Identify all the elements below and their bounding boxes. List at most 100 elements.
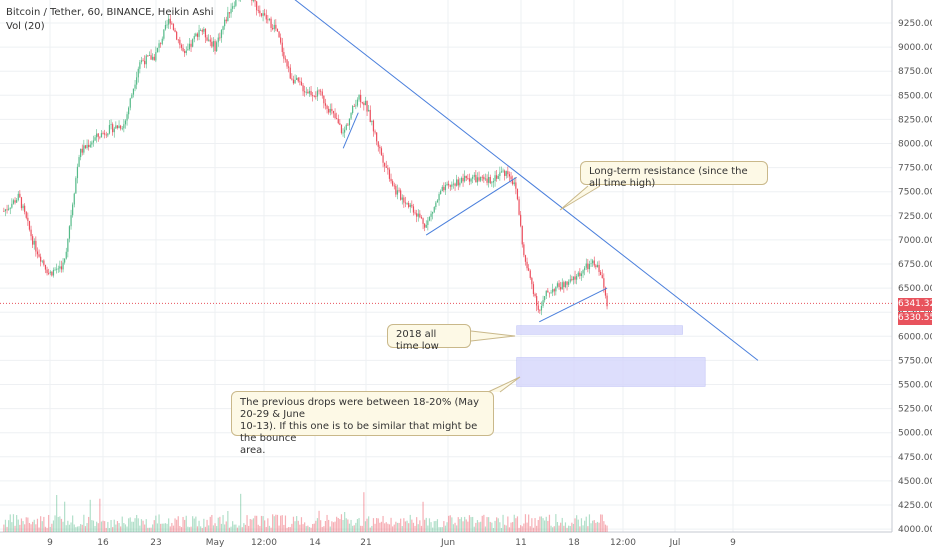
candle-down (84, 145, 87, 148)
candle-up (137, 68, 139, 78)
volume-bar (230, 526, 232, 532)
candle-up (364, 100, 367, 106)
volume-bar (396, 522, 399, 532)
volume-bar (574, 518, 576, 532)
volume-bar (60, 518, 63, 532)
volume-bar (249, 518, 251, 532)
volume-bar (307, 525, 309, 532)
candle-down (281, 42, 283, 53)
candle-up (273, 24, 275, 30)
candle-up (96, 133, 98, 138)
candle-down (337, 118, 339, 124)
candle-down (468, 178, 471, 182)
candle-down (553, 289, 555, 292)
drops-callout[interactable]: The previous drops were between 18-20% (… (231, 391, 494, 456)
candle-down (404, 202, 407, 204)
candle-down (120, 125, 122, 129)
candle-down (516, 188, 519, 200)
volume-bar (195, 516, 197, 532)
volume-bar (251, 519, 253, 532)
candle-up (59, 266, 61, 269)
candle-down (600, 271, 602, 276)
candle-down (30, 229, 32, 237)
volume-bar (150, 527, 152, 532)
volume-bar (539, 516, 541, 532)
volume-bar (99, 498, 101, 532)
volume-bar (17, 519, 19, 532)
price-tick-label: 4500.00 (898, 477, 932, 487)
volume-bar (216, 526, 218, 532)
candle-down (521, 225, 523, 245)
volume-bar (275, 514, 277, 532)
candle-up (582, 270, 584, 274)
candle-down (388, 169, 391, 179)
candle-up (438, 194, 440, 201)
current-price-tag: 6330.55 (898, 312, 932, 325)
candle-up (456, 179, 458, 186)
volume-bar (270, 527, 272, 532)
candle-up (577, 272, 579, 277)
candle-down (334, 113, 336, 119)
candle-down (81, 148, 83, 153)
candle-down (51, 271, 53, 276)
candle-down (38, 254, 40, 257)
candle-up (168, 18, 170, 25)
volume-bar (300, 517, 303, 532)
volume-bar (145, 519, 147, 532)
candle-down (483, 176, 485, 180)
candle-down (510, 176, 512, 180)
volume-bar (337, 517, 339, 532)
volume-bar (512, 522, 514, 532)
volume-bar (153, 520, 155, 532)
volume-bar (112, 527, 114, 532)
volume-bar (43, 516, 45, 532)
candle-up (155, 52, 157, 61)
volume-bar (148, 527, 151, 532)
candle-down (326, 105, 328, 109)
volume-bar (264, 520, 266, 532)
volume-bar (542, 518, 544, 532)
candle-down (528, 268, 530, 271)
candle-down (534, 293, 536, 297)
volume-bar (518, 527, 520, 532)
resistance-callout-pointer (559, 185, 601, 211)
volume-bar (86, 523, 88, 532)
volume-bar (4, 519, 7, 532)
volume-bar (534, 518, 536, 532)
candle-up (425, 224, 427, 228)
volume-bar (33, 519, 35, 532)
candle-down (40, 256, 42, 262)
ath-low-callout[interactable]: 2018 all time low (387, 324, 471, 352)
volume-bar (355, 522, 357, 532)
volume-bar (179, 525, 181, 532)
volume-indicator-label[interactable]: Vol (20) (6, 21, 45, 32)
candle-up (355, 105, 357, 107)
candle-up (268, 18, 271, 20)
volume-bar (544, 520, 546, 532)
candle-down (449, 185, 451, 187)
volume-bar (94, 526, 96, 532)
candle-down (508, 174, 511, 177)
volume-bar (292, 516, 295, 532)
volume-bar (588, 514, 591, 532)
volume-bar (254, 515, 256, 532)
volume-bar (73, 524, 75, 532)
price-tick-label: 4000.00 (898, 525, 932, 535)
candle-up (262, 13, 264, 16)
volume-bar (286, 527, 288, 532)
volume-bar (30, 524, 32, 532)
volume-bar (89, 499, 91, 532)
drops-callout-pointer (487, 376, 521, 393)
price-tick-label: 5000.00 (898, 429, 932, 439)
resistance-callout[interactable]: Long-term resistance (since the all time… (580, 161, 768, 189)
candle-up (561, 282, 563, 290)
candle-down (324, 103, 327, 106)
candle-up (555, 286, 557, 292)
candle-down (560, 287, 562, 290)
volume-bar (131, 521, 133, 532)
volume-bar (438, 527, 440, 532)
volume-bar (371, 525, 373, 532)
price-tick-label: 8750.00 (898, 67, 932, 77)
volume-bar (280, 515, 282, 532)
